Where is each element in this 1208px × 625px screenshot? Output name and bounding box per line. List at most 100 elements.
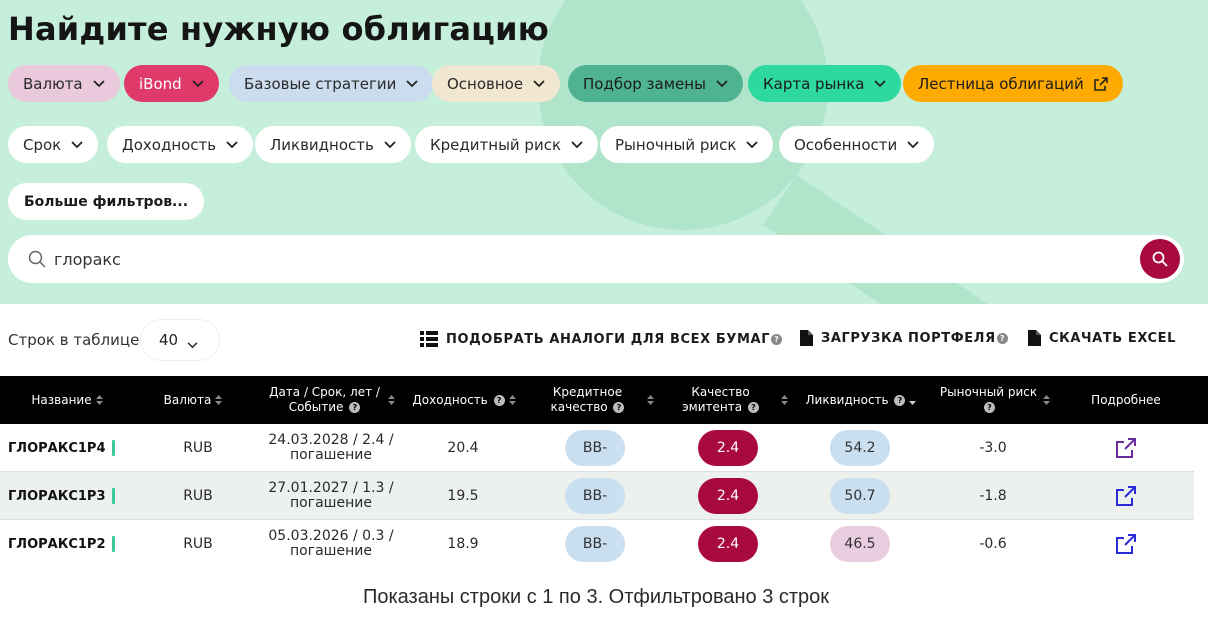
page-title: Найдите нужную облигацию xyxy=(8,10,550,48)
column-header-yield[interactable]: Доходность ? xyxy=(408,376,520,424)
help-icon[interactable]: ? xyxy=(349,402,361,413)
sort-icon xyxy=(780,395,788,405)
liquidity-badge: 50.7 xyxy=(830,478,890,514)
column-header-date[interactable]: Дата / Срок, лет / Событие ? xyxy=(262,376,398,424)
filter-label: Особенности xyxy=(794,135,898,154)
filter-main[interactable]: Основное xyxy=(432,65,561,102)
issuer-quality-badge: 2.4 xyxy=(698,478,758,514)
column-header-currency[interactable]: Валюта xyxy=(148,376,238,424)
filter-term[interactable]: Срок xyxy=(8,126,99,163)
column-header-name[interactable]: Название xyxy=(0,376,134,424)
external-link-icon[interactable] xyxy=(1116,534,1136,554)
help-icon[interactable]: ? xyxy=(984,402,995,413)
rows-per-page-label: Строк в таблице xyxy=(8,331,140,349)
column-header-issuer-quality[interactable]: Качество эмитента ? xyxy=(672,376,796,424)
filter-label: Кредитный риск xyxy=(430,135,562,154)
upload-portfolio-label: ЗАГРУЗКА ПОРТФЕЛЯ xyxy=(821,330,996,346)
filter-bond-ladder[interactable]: Лестница облигаций xyxy=(903,65,1123,102)
filter-yield[interactable]: Доходность xyxy=(107,126,254,163)
chevron-down-icon xyxy=(746,140,759,149)
table-row[interactable]: ГЛОРАКС1Р2 RUB 05.03.2026 / 0.3 /погашен… xyxy=(0,520,1194,568)
bond-currency: RUB xyxy=(183,439,213,456)
chevron-down-icon xyxy=(192,79,204,88)
credit-rating-badge: BB- xyxy=(565,478,625,514)
rows-per-page-select[interactable]: 40 xyxy=(141,320,219,360)
filter-base-strategies[interactable]: Базовые стратегии xyxy=(229,65,434,102)
filter-label: Рыночный риск xyxy=(615,135,737,154)
chevron-down-icon xyxy=(571,140,583,149)
table-row[interactable]: ГЛОРАКС1Р3 RUB 27.01.2027 / 1.3 /погашен… xyxy=(0,472,1194,520)
chevron-down-icon xyxy=(187,335,198,353)
search-input[interactable] xyxy=(54,245,1124,273)
chevron-down-icon xyxy=(716,79,728,88)
filter-market-risk[interactable]: Рыночный риск xyxy=(600,126,774,163)
details-link[interactable] xyxy=(1070,424,1182,472)
search-bar xyxy=(8,235,1184,283)
bond-date: 24.03.2028 / 2.4 /погашение xyxy=(268,432,394,463)
filter-features[interactable]: Особенности xyxy=(779,126,935,163)
details-link[interactable] xyxy=(1070,472,1182,520)
help-icon[interactable]: ? xyxy=(996,332,1008,344)
chevron-down-icon xyxy=(907,140,919,149)
help-icon[interactable]: ? xyxy=(747,402,759,413)
bond-currency: RUB xyxy=(183,535,213,552)
issuer-quality-badge: 2.4 xyxy=(698,430,758,466)
external-link-icon[interactable] xyxy=(1116,438,1136,458)
column-header-credit-quality[interactable]: Кредитное качество ? xyxy=(538,376,664,424)
filter-currency[interactable]: Валюта xyxy=(8,65,120,102)
credit-quality-cell: BB- xyxy=(536,424,654,472)
filter-liquidity[interactable]: Ликвидность xyxy=(255,126,411,163)
document-icon xyxy=(800,330,813,346)
filter-replacement[interactable]: Подбор замены xyxy=(568,65,743,102)
chevron-down-icon xyxy=(533,79,545,88)
column-header-details: Подробнее xyxy=(1091,392,1161,407)
sort-icon xyxy=(646,395,654,405)
help-icon[interactable]: ? xyxy=(894,394,906,406)
sort-icon xyxy=(215,395,223,405)
filter-label: Ликвидность xyxy=(270,135,374,154)
help-icon[interactable]: ? xyxy=(493,394,505,406)
find-analogs-button[interactable]: ПОДОБРАТЬ АНАЛОГИ ДЛЯ ВСЕХ БУМАГ ? xyxy=(420,330,783,348)
filter-label: Лестница облигаций xyxy=(918,74,1084,93)
filter-label: Подбор замены xyxy=(583,74,706,93)
magnifier-decoration xyxy=(538,0,828,230)
credit-rating-badge: BB- xyxy=(565,526,625,562)
details-link[interactable] xyxy=(1070,520,1182,568)
sort-icon xyxy=(1042,395,1050,405)
external-link-icon[interactable] xyxy=(1116,486,1136,506)
filter-label: iBond xyxy=(139,74,182,93)
help-icon[interactable]: ? xyxy=(613,402,625,413)
filter-label: Валюта xyxy=(23,74,83,93)
credit-rating-badge: BB- xyxy=(565,430,625,466)
sort-icon xyxy=(95,395,103,405)
search-icon xyxy=(1152,251,1168,267)
upload-portfolio-button[interactable]: ЗАГРУЗКА ПОРТФЕЛЯ ? xyxy=(800,330,1008,346)
issuer-quality-cell: 2.4 xyxy=(668,472,788,520)
bond-market-risk: -0.6 xyxy=(979,535,1007,552)
column-header-liquidity[interactable]: Ликвидность ? xyxy=(800,376,922,424)
status-indicator xyxy=(111,488,115,504)
bond-market-risk: -3.0 xyxy=(979,439,1007,456)
bond-name[interactable]: ГЛОРАКС1Р4 xyxy=(8,424,142,472)
credit-quality-cell: BB- xyxy=(536,520,654,568)
search-button[interactable] xyxy=(1140,239,1180,279)
credit-quality-cell: BB- xyxy=(536,472,654,520)
filter-label: Доходность xyxy=(122,135,217,154)
sort-desc-icon xyxy=(909,395,917,405)
filter-credit-risk[interactable]: Кредитный риск xyxy=(415,126,599,163)
more-filters-button[interactable]: Больше фильтров... xyxy=(8,183,205,220)
bond-yield: 18.9 xyxy=(447,535,479,552)
chevron-down-icon xyxy=(406,79,418,88)
search-icon xyxy=(28,250,46,272)
download-excel-button[interactable]: СКАЧАТЬ EXCEL xyxy=(1028,330,1176,346)
bond-name[interactable]: ГЛОРАКС1Р2 xyxy=(8,520,142,568)
help-icon[interactable]: ? xyxy=(771,333,783,345)
filter-ibond[interactable]: iBond xyxy=(124,65,219,102)
chevron-down-icon xyxy=(226,140,238,149)
filter-market-map[interactable]: Карта рынка xyxy=(748,65,902,102)
column-header-market-risk[interactable]: Рыночный риск? xyxy=(932,376,1056,424)
issuer-quality-cell: 2.4 xyxy=(668,424,788,472)
bond-name[interactable]: ГЛОРАКС1Р3 xyxy=(8,472,142,520)
table-row[interactable]: ГЛОРАКС1Р4 RUB 24.03.2028 / 2.4 /погашен… xyxy=(0,424,1194,472)
liquidity-cell: 54.2 xyxy=(800,424,920,472)
